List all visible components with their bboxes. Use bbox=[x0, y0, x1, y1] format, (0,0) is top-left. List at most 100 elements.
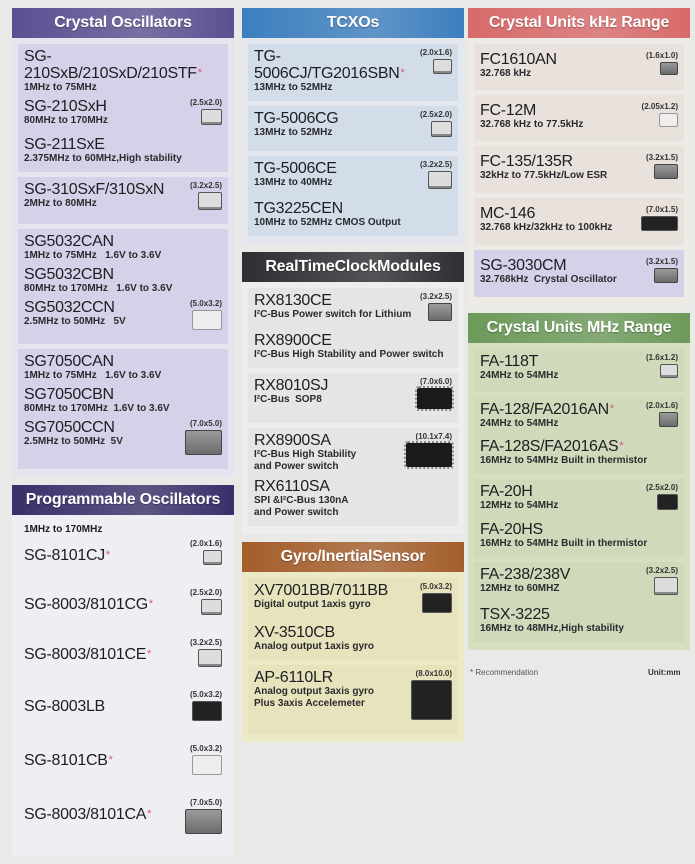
product-description: 32.768 kHz/32kHz to 100kHz bbox=[480, 222, 613, 233]
product-description: Digital output 1axis gyro bbox=[254, 599, 371, 610]
product-item: SG-8003/8101CE* (3.2x2.5) bbox=[24, 638, 222, 674]
product-name-text: SG-8003/8101CE bbox=[24, 646, 147, 663]
package-chip-icon bbox=[428, 171, 452, 189]
package-size: (2.0x1.6) bbox=[646, 401, 678, 432]
product-group: SG-8003/8101CG* (2.5x2.0) bbox=[18, 584, 228, 629]
product-item: SG-8003/8101CA* (7.0x5.0) bbox=[24, 798, 222, 841]
product-item: RX8900CE I²C-Bus High Stability and Power… bbox=[254, 332, 452, 361]
package-size-label: (8.0x10.0) bbox=[415, 669, 452, 678]
package-size-label: (1.6x1.0) bbox=[645, 51, 678, 60]
package-size-label: (7.0x5.0) bbox=[189, 798, 222, 807]
package-size-label: (5.0x3.2) bbox=[419, 582, 452, 591]
product-item: SG7050CBN 80MHz to 170MHz 1.6V to 3.6V bbox=[24, 386, 222, 415]
section-body: XV7001BB/7011BB Digital output 1axis gyro… bbox=[242, 572, 464, 742]
product-name-text: SG-210SxH bbox=[24, 98, 107, 115]
product-description: 80MHz to 170MHz 1.6V to 3.6V bbox=[24, 403, 170, 414]
package-size: (7.0x5.0) bbox=[184, 798, 222, 839]
package-size: (5.0x3.2) bbox=[190, 299, 222, 335]
product-name-text: RX8900CE bbox=[254, 332, 332, 349]
product-name: FA-20HS bbox=[480, 521, 678, 538]
product-group: SG7050CAN 1MHz to 75MHz 1.6V to 3.6V SG705… bbox=[18, 349, 228, 469]
unit-note: Unit:mm bbox=[648, 668, 681, 677]
package-size: (2.5x2.0) bbox=[420, 110, 452, 142]
package-chip-icon bbox=[414, 386, 455, 411]
package-size: (2.5x2.0) bbox=[190, 98, 222, 130]
product-name: FA-128/FA2016AN* bbox=[480, 401, 642, 418]
product-item: SG-8101CB* (5.0x3.2) bbox=[24, 744, 222, 782]
product-name: TG-5006CJ/TG2016SBN* bbox=[254, 48, 416, 82]
product-group: RX8010SJ I²C-Bus SOP8 (7.0x6.0) bbox=[248, 373, 458, 423]
product-name: TG-5006CG bbox=[254, 110, 416, 127]
product-item: FA-128S/FA2016AS* 16MHz to 54MHz Built in… bbox=[480, 438, 678, 467]
product-name: FC1610AN bbox=[480, 51, 642, 68]
product-item: RX8130CE I²C-Bus Power switch for Lithium… bbox=[254, 292, 452, 328]
product-name-text: SG5032CAN bbox=[24, 233, 114, 250]
product-name-text: SG7050CAN bbox=[24, 353, 114, 370]
product-name-text: SG-3030CM bbox=[480, 257, 567, 274]
package-chip-icon bbox=[658, 113, 678, 127]
column: Crystal Oscillators SG-210SxB/210SxD/210S… bbox=[12, 8, 234, 864]
package-chip-icon bbox=[422, 593, 452, 613]
package-size-label: (3.2x2.5) bbox=[189, 181, 222, 190]
product-name: RX6110SA bbox=[254, 478, 452, 495]
product-group: TG-5006CJ/TG2016SBN* 13MHz to 52MHz (2.0x1… bbox=[248, 44, 458, 101]
package-chip-icon bbox=[654, 577, 678, 595]
product-name-text: TG-5006CJ/TG2016SBN bbox=[254, 48, 400, 82]
package-size: (5.0x3.2) bbox=[420, 582, 452, 618]
package-chip-icon bbox=[658, 412, 678, 427]
package-chip-icon bbox=[432, 59, 452, 74]
product-description: 10MHz to 52MHz CMOS Output bbox=[254, 217, 401, 228]
package-chip-icon bbox=[411, 680, 452, 720]
package-size: (7.0x6.0) bbox=[414, 377, 455, 414]
package-size: (3.2x2.5) bbox=[420, 160, 452, 194]
product-section: RealTimeClockModules RX8130CE I²C-Bus Powe… bbox=[242, 252, 464, 534]
product-name-text: TG-5006CG bbox=[254, 110, 339, 127]
product-item: SG5032CCN 2.5MHz to 50MHz 5V (5.0x3.2) bbox=[24, 299, 222, 337]
product-description: I²C-Bus Power switch for Lithium bbox=[254, 309, 412, 320]
package-chip-icon bbox=[657, 494, 678, 510]
product-name-text: RX8010SJ bbox=[254, 377, 329, 394]
package-size: (5.0x3.2) bbox=[190, 690, 222, 726]
product-group: AP-6110LR Analog output 3axis gyro Plus 3… bbox=[248, 665, 458, 734]
product-name: TG3225CEN bbox=[254, 200, 452, 217]
product-name: RX8130CE bbox=[254, 292, 416, 309]
product-description: 13MHz to 52MHz bbox=[254, 127, 333, 138]
product-name-text: AP-6110LR bbox=[254, 669, 333, 686]
package-size-label: (2.5x2.0) bbox=[189, 588, 222, 597]
product-description: 24MHz to 54MHz bbox=[480, 370, 559, 381]
product-group: SG-8101CB* (5.0x3.2) bbox=[18, 740, 228, 789]
section-body: SG-210SxB/210SxD/210STF* 1MHz to 75MHz SG-… bbox=[12, 38, 234, 477]
product-item: XV-3510CB Analog output 1axis gyro bbox=[254, 624, 452, 653]
section-body: FC1610AN 32.768 kHz (1.6x1.0) FC-12M 32.768 … bbox=[468, 38, 690, 305]
section-header: Crystal Units kHz Range bbox=[468, 8, 690, 38]
package-size: (3.2x2.5) bbox=[190, 181, 222, 215]
product-description: 32.768 kHz to 77.5kHz bbox=[480, 119, 584, 130]
product-name-text: SG-8101CJ bbox=[24, 547, 105, 564]
package-size-label: (7.0x1.5) bbox=[645, 205, 678, 214]
product-group: SG-8101CJ* (2.0x1.6) bbox=[18, 535, 228, 579]
recommendation-star-icon: * bbox=[609, 403, 614, 415]
package-size-label: (10.1x7.4) bbox=[415, 432, 452, 441]
product-group: TG-5006CE 13MHz to 40MHz (3.2x2.5) TG3225CE… bbox=[248, 156, 458, 236]
product-name-text: FC-12M bbox=[480, 102, 536, 119]
product-group: XV7001BB/7011BB Digital output 1axis gyro… bbox=[248, 578, 458, 660]
package-size: (2.5x2.0) bbox=[646, 483, 678, 515]
product-name: SG5032CCN bbox=[24, 299, 186, 316]
section-header: Crystal Oscillators bbox=[12, 8, 234, 38]
product-description: 2.5MHz to 50MHz 5V bbox=[24, 316, 126, 327]
product-description: 24MHz to 54MHz bbox=[480, 418, 559, 429]
product-name: SG7050CCN bbox=[24, 419, 181, 436]
product-name-text: FA-128S/FA2016AS bbox=[480, 438, 619, 455]
product-section: Gyro/InertialSensor XV7001BB/7011BB Digita… bbox=[242, 542, 464, 742]
product-name: SG-310SxF/310SxN bbox=[24, 181, 186, 198]
product-description: 80MHz to 170MHz 1.6V to 3.6V bbox=[24, 283, 173, 294]
product-name-text: SG-8003LB bbox=[24, 698, 105, 715]
product-name-text: SG5032CBN bbox=[24, 266, 114, 283]
product-item: SG-211SxE 2.375MHz to 60MHz,High stabilit… bbox=[24, 136, 222, 165]
product-group: RX8900SA I²C-Bus High Stability and Power… bbox=[248, 428, 458, 526]
section-body: 1MHz to 170MHz SG-8101CJ* (2.0x1.6) SG-8003… bbox=[12, 515, 234, 856]
product-name-text: RX6110SA bbox=[254, 478, 330, 495]
product-group: FC-12M 32.768 kHz to 77.5kHz (2.05x1.2) bbox=[474, 95, 684, 141]
product-section: Crystal Units MHz Range FA-118T 24MHz to 5… bbox=[468, 313, 690, 650]
package-size-label: (7.0x6.0) bbox=[419, 377, 452, 386]
